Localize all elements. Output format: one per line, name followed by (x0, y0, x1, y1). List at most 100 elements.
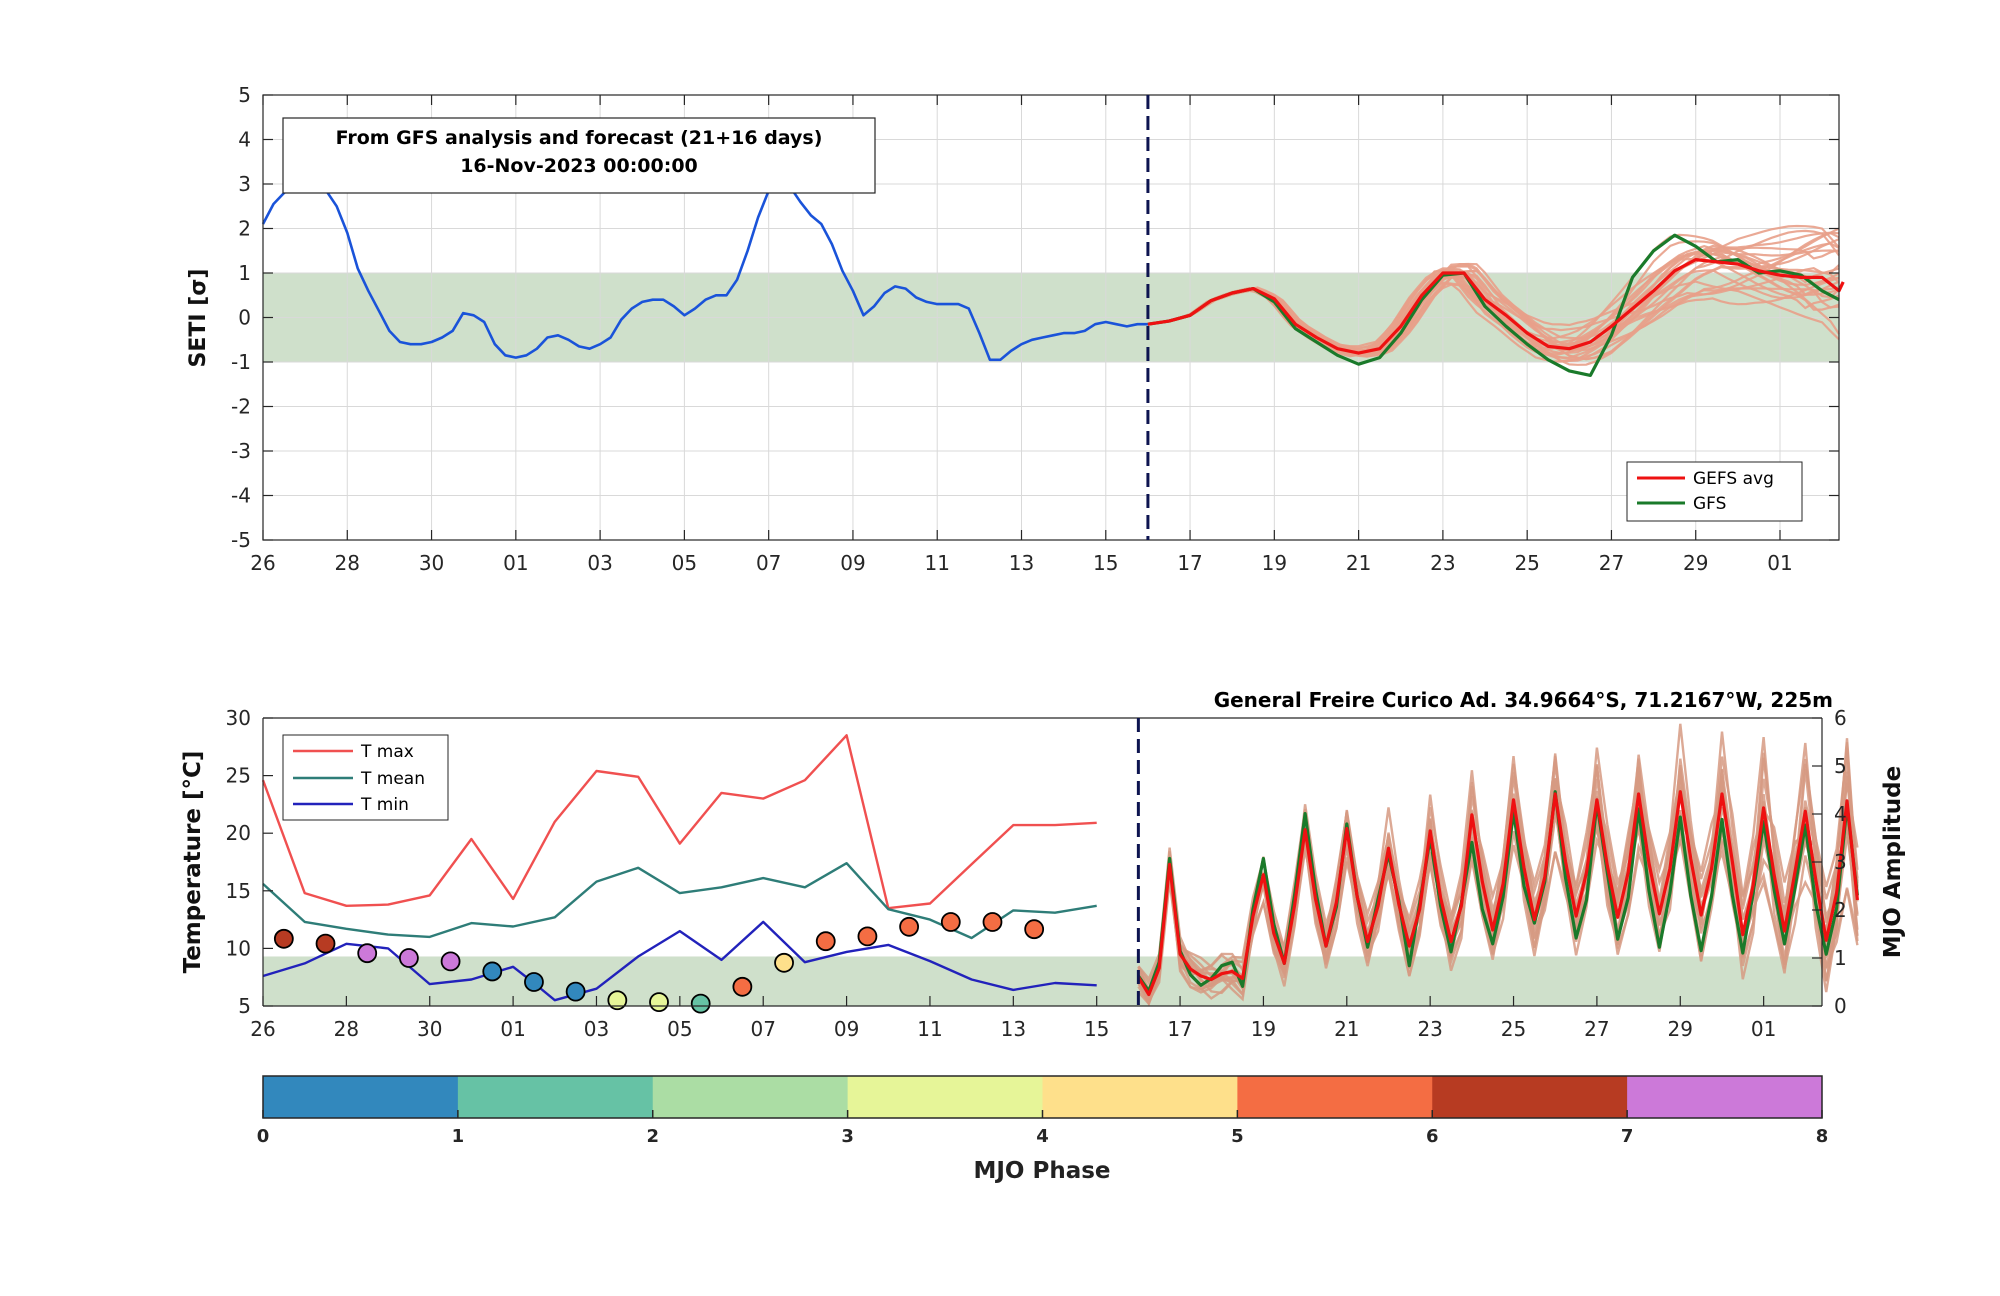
x-tick-label: 21 (1334, 1017, 1359, 1041)
temperature-tick-label: 25 (226, 764, 251, 788)
low-amplitude-band (263, 956, 1822, 1006)
x-tick-label: 27 (1584, 1017, 1609, 1041)
x-tick-label: 05 (667, 1017, 692, 1041)
x-tick-label: 30 (417, 1017, 442, 1041)
y-tick-label: 2 (238, 217, 251, 241)
temperature-tick-label: 5 (238, 994, 251, 1018)
x-tick-label: 23 (1430, 551, 1455, 575)
mjo-phase-marker (690, 993, 711, 1014)
legend-tmax-label: T max (360, 742, 414, 762)
x-tick-label: 03 (587, 551, 612, 575)
y-tick-label: 4 (238, 128, 251, 152)
mjo-tick-label: 3 (1834, 850, 1847, 874)
gfs-temp-series-line (1137, 790, 1859, 993)
mjo-tick-label: 2 (1834, 898, 1847, 922)
mjo-phase-marker (857, 926, 878, 947)
x-tick-label: 26 (250, 551, 275, 575)
mjo-phase-marker (482, 961, 503, 982)
x-tick-label: 19 (1262, 551, 1287, 575)
x-tick-label: 01 (1751, 1017, 1776, 1041)
y-tick-label: -5 (231, 528, 251, 552)
x-tick-label: 09 (840, 551, 865, 575)
colorbar-segment (1432, 1076, 1628, 1118)
colorbar-tick-label: 1 (452, 1126, 465, 1147)
colorbar-segment (652, 1076, 849, 1118)
x-tick-label: 01 (500, 1017, 525, 1041)
colorbar-tick-label: 7 (1621, 1126, 1634, 1147)
x-tick-label: 28 (335, 551, 360, 575)
x-tick-label: 11 (924, 551, 949, 575)
y-tick-label: -4 (231, 484, 251, 508)
x-tick-label: 23 (1417, 1017, 1442, 1041)
colorbar-tick-label: 4 (1036, 1126, 1049, 1147)
mjo-phase-marker (815, 931, 836, 952)
x-tick-label: 01 (1767, 551, 1792, 575)
mjo-phase-marker (774, 952, 794, 973)
tmax-series-line (261, 734, 1097, 910)
info-box-line1: From GFS analysis and forecast (21+16 da… (336, 127, 823, 149)
info-box: From GFS analysis and forecast (21+16 da… (282, 117, 876, 194)
x-tick-label: 30 (419, 551, 444, 575)
mjo-phase-marker (357, 943, 378, 964)
mjo-phase-marker (440, 951, 461, 972)
mjo-tick-label: 0 (1834, 994, 1847, 1018)
x-tick-label: 17 (1177, 551, 1202, 575)
x-tick-label: 09 (834, 1017, 859, 1041)
mjo-tick-label: 5 (1834, 754, 1847, 778)
mjo-phase-marker (565, 981, 586, 1002)
mjo-tick-label: 6 (1834, 706, 1847, 730)
legend-tmean-label: T mean (360, 769, 425, 789)
mjo-phase-marker (899, 916, 920, 937)
x-tick-label: 29 (1668, 1017, 1693, 1041)
x-tick-label: 03 (584, 1017, 609, 1041)
mjo-tick-label: 1 (1834, 946, 1847, 970)
x-tick-label: 11 (917, 1017, 942, 1041)
colorbar-segment (457, 1076, 654, 1118)
y-tick-label: 0 (238, 306, 251, 330)
legend-gefs-avg-label: GEFS avg (1693, 469, 1774, 489)
x-tick-label: 21 (1346, 551, 1371, 575)
analysis-series-line (261, 180, 1148, 362)
x-tick-label: 25 (1501, 1017, 1526, 1041)
temperature-tick-label: 10 (226, 936, 251, 960)
x-tick-label: 19 (1251, 1017, 1276, 1041)
gefs-avg-series-line (1147, 258, 1845, 355)
temperature-tick-label: 15 (226, 879, 251, 903)
mjo-phase-marker (732, 976, 753, 997)
gefs-avg-temp-series-line (1137, 790, 1859, 997)
mjo-phase-marker (982, 912, 1003, 932)
x-tick-label: 01 (503, 551, 528, 575)
temperature-axis-label: Temperature [°C] (180, 751, 206, 974)
mjo-phase-marker (315, 933, 336, 954)
colorbar-label: MJO Phase (973, 1158, 1110, 1184)
seti-legend: GEFS avg GFS (1626, 461, 1803, 522)
x-tick-label: 28 (334, 1017, 359, 1041)
x-tick-label: 13 (1001, 1017, 1026, 1041)
mjo-phase-marker (649, 992, 669, 1013)
mjo-phase-marker (398, 948, 419, 968)
y-tick-label: 1 (238, 261, 251, 285)
colorbar-segment (1627, 1076, 1823, 1118)
mjo-phase-marker (940, 912, 961, 932)
colorbar-tick-label: 5 (1231, 1126, 1244, 1147)
colorbar-tick-label: 2 (646, 1126, 659, 1147)
x-tick-label: 27 (1599, 551, 1624, 575)
x-tick-label: 05 (672, 551, 697, 575)
colorbar-tick-label: 6 (1426, 1126, 1439, 1147)
legend-gfs-label: GFS (1693, 494, 1726, 514)
mjo-phase-marker (607, 990, 628, 1011)
tmean-series-line (262, 862, 1097, 940)
y-tick-label: -1 (231, 350, 251, 374)
mjo-amplitude-axis-label: MJO Amplitude (1880, 766, 1906, 958)
colorbar-tick-label: 3 (841, 1126, 854, 1147)
y-tick-label: -3 (231, 439, 251, 463)
mjo-phase-marker (273, 928, 294, 949)
mjo-tick-label: 4 (1834, 802, 1847, 826)
info-box-line2: 16-Nov-2023 00:00:00 (460, 155, 698, 177)
mjo-phase-marker (524, 972, 544, 992)
x-tick-label: 25 (1514, 551, 1539, 575)
colorbar-segment (1237, 1076, 1433, 1118)
y-tick-label: 3 (238, 172, 251, 196)
